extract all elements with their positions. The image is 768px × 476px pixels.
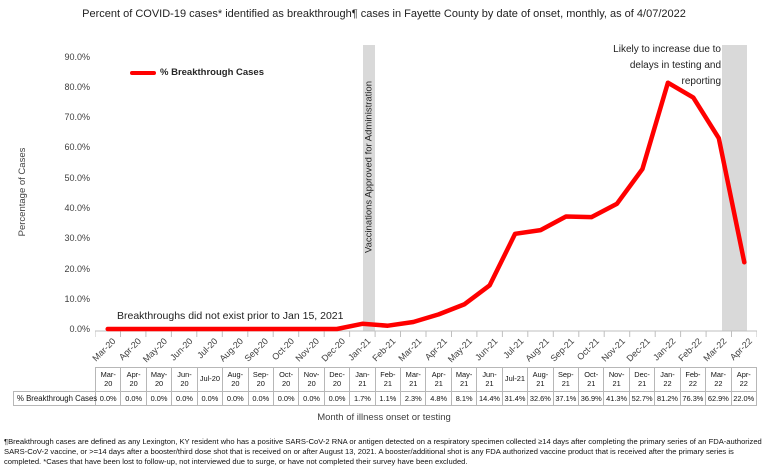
annotation-likely-increase: Likely to increase due to delays in test… bbox=[613, 44, 721, 87]
table-header-cell: Aug- 21 bbox=[527, 367, 554, 392]
table-value-cell: 14.4% bbox=[476, 391, 503, 406]
y-tick-label: 80.0% bbox=[64, 81, 90, 92]
table-header-cell: Oct- 21 bbox=[578, 367, 605, 392]
table-header-cell: Mar- 20 bbox=[94, 367, 122, 392]
table-header-cell: Mar- 21 bbox=[400, 367, 427, 392]
table-value-cell: 81.2% bbox=[654, 391, 681, 406]
table-value-cell: 4.8% bbox=[425, 391, 452, 406]
x-axis-title: Month of illness onset or testing bbox=[317, 412, 451, 423]
table-value-cell: 0.0% bbox=[323, 391, 351, 406]
y-tick-label: 90.0% bbox=[64, 51, 90, 62]
chart-title: Percent of COVID-19 cases* identified as… bbox=[82, 8, 686, 20]
table-value-cell: 0.0% bbox=[171, 391, 198, 406]
table-header-cell: Feb- 22 bbox=[679, 367, 707, 392]
table-header-cell: Oct- 20 bbox=[272, 367, 300, 392]
y-tick-label: 40.0% bbox=[64, 203, 90, 214]
table-value-cell: 0.0% bbox=[120, 391, 147, 406]
table-header-cell: Aug- 20 bbox=[222, 367, 249, 392]
reporting-delay-band bbox=[722, 45, 747, 331]
table-value-cell: 1.1% bbox=[374, 391, 402, 406]
x-axis-ticks bbox=[95, 331, 757, 337]
table-header-cell: Jan- 22 bbox=[654, 367, 681, 392]
table-value-cell: 52.7% bbox=[628, 391, 656, 406]
annotation-no-breakthroughs: Breakthroughs did not exist prior to Jan… bbox=[117, 310, 344, 322]
table-header-cell: Apr- 21 bbox=[425, 367, 452, 392]
table-value-cell: 76.3% bbox=[679, 391, 707, 406]
table-header-cell: Jun- 20 bbox=[171, 367, 198, 392]
table-header-cell: Apr- 20 bbox=[120, 367, 147, 392]
table-header-cell: Nov- 21 bbox=[603, 367, 630, 392]
table-value-cell: 0.0% bbox=[247, 391, 274, 406]
y-axis-title: Percentage of Cases bbox=[17, 147, 28, 237]
table-header-cell: Sep- 21 bbox=[552, 367, 580, 392]
table-value-cell: 0.0% bbox=[298, 391, 325, 406]
y-tick-label: 60.0% bbox=[64, 142, 90, 153]
table-header-cell: Mar- 22 bbox=[705, 367, 732, 392]
table-header-cell: Jan- 21 bbox=[349, 367, 376, 392]
table-value-cell: 0.0% bbox=[145, 391, 173, 406]
table-header-cell: Apr- 22 bbox=[730, 367, 758, 392]
table-header-cell: Jul-20 bbox=[196, 367, 224, 392]
table-value-cell: 32.6% bbox=[527, 391, 554, 406]
y-tick-label: 0.0% bbox=[69, 324, 90, 335]
y-tick-label: 70.0% bbox=[64, 112, 90, 123]
legend-label: % Breakthrough Cases bbox=[160, 67, 265, 78]
table-value-cell: 22.0% bbox=[730, 391, 758, 406]
table-header-row: Mar- 20 Apr- 20 May- 20 Jun- 20 Jul-20 Aug- 2… bbox=[14, 367, 758, 392]
plot-area bbox=[95, 45, 757, 337]
table-header-cell: Jun- 21 bbox=[476, 367, 503, 392]
table-value-cell: 1.7% bbox=[349, 391, 376, 406]
table-value-row: % Breakthrough Cases 0.0% 0.0% 0.0% 0.0% 0.0… bbox=[13, 391, 758, 406]
table-corner-cell bbox=[14, 368, 96, 392]
y-tick-label: 10.0% bbox=[64, 294, 90, 305]
table-header-cell: Sep- 20 bbox=[247, 367, 274, 392]
table-value-cell: 31.4% bbox=[501, 391, 529, 406]
table-value-cell: 41.3% bbox=[603, 391, 630, 406]
table-value-cell: 2.3% bbox=[400, 391, 427, 406]
table-value-cell: 0.0% bbox=[222, 391, 249, 406]
table-header-cell: May- 21 bbox=[450, 367, 478, 392]
table-header-cell: Dec- 21 bbox=[628, 367, 656, 392]
table-header-cell: Feb- 21 bbox=[374, 367, 402, 392]
table-value-cell: 0.0% bbox=[272, 391, 300, 406]
table-value-cell: 62.9% bbox=[705, 391, 732, 406]
legend: % Breakthrough Cases bbox=[130, 67, 264, 78]
table-value-cell: 0.0% bbox=[196, 391, 224, 406]
annotation-vaccinations-approved: Vaccinations Approved for Administration bbox=[363, 81, 375, 253]
table-value-cell: 37.1% bbox=[552, 391, 580, 406]
table-header-cell: Dec- 20 bbox=[323, 367, 351, 392]
table-value-cell: 8.1% bbox=[450, 391, 478, 406]
breakthrough-line bbox=[105, 80, 747, 332]
table-value-cell: 36.9% bbox=[578, 391, 605, 406]
y-tick-label: 50.0% bbox=[64, 172, 90, 183]
table-row-label: % Breakthrough Cases bbox=[13, 391, 97, 406]
legend-line-swatch bbox=[130, 70, 156, 75]
footnote: ¶Breakthrough cases are defined as any L… bbox=[4, 437, 762, 466]
y-tick-label: 30.0% bbox=[64, 233, 90, 244]
y-tick-label: 20.0% bbox=[64, 263, 90, 274]
table-header-cell: Jul-21 bbox=[501, 367, 529, 392]
table-header-cell: May- 20 bbox=[145, 367, 173, 392]
vaccination-band bbox=[363, 45, 375, 331]
table-header-cell: Nov- 20 bbox=[298, 367, 325, 392]
breakthrough-data-table: Mar- 20 Apr- 20 May- 20 Jun- 20 Jul-20 Aug- 2… bbox=[13, 367, 758, 406]
table-value-cell: 0.0% bbox=[94, 391, 122, 406]
